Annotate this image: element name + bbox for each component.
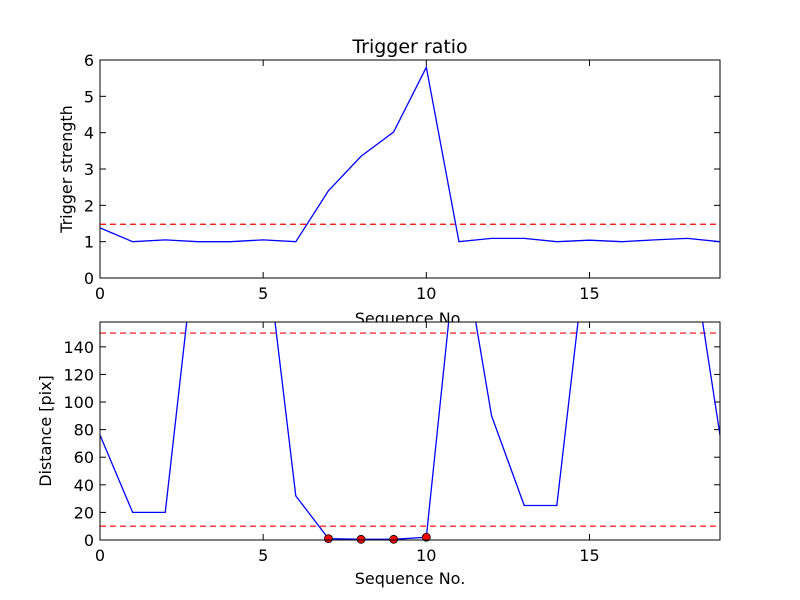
bottom-x-tick-label: 10 [416,546,436,565]
bottom-marker-point [356,534,366,544]
top-y-tick-label: 5 [84,87,94,106]
top-y-tick-label: 3 [84,160,94,179]
top-y-tick-label: 2 [84,196,94,215]
bottom-markers [324,532,431,544]
bottom-plot-area [100,322,720,540]
top-y-tick-label: 6 [84,51,94,70]
bottom-plot-frame [99,321,721,541]
bottom-x-tick-label: 15 [579,546,599,565]
top-x-tick-label: 15 [579,284,599,303]
bottom-y-tick-label: 80 [74,421,94,440]
top-chart-title: Trigger ratio [351,36,467,58]
top-x-tick-label: 0 [95,284,105,303]
bottom-chart: Sequence No. Distance [pix] 0 5 10 15 0 20 40 6… [36,321,721,588]
bottom-y-tick-label: 120 [63,365,94,384]
bottom-ticks: 0 5 10 15 0 20 40 60 80 100 120 140 [63,322,720,565]
bottom-marker-point [421,532,431,542]
bottom-y-tick-label: 0 [84,531,94,550]
top-y-axis-title: Trigger strength [57,105,76,234]
top-series-line [100,65,720,243]
top-ticks: 0 5 10 15 0 1 2 3 4 5 6 [84,51,720,303]
bottom-y-axis-title: Distance [pix] [36,375,55,487]
bottom-x-tick-label: 5 [258,546,268,565]
bottom-y-tick-label: 40 [74,476,94,495]
bottom-x-tick-label: 0 [95,546,105,565]
bottom-series [100,322,720,540]
bottom-marker-point [324,534,333,544]
bottom-y-tick-label: 20 [74,503,94,522]
top-x-tick-label: 10 [416,284,436,303]
top-series [100,65,720,243]
top-y-tick-label: 1 [84,233,94,252]
top-y-tick-label: 4 [84,124,94,143]
bottom-thresholds [100,332,720,527]
top-chart: Trigger ratio Sequence No. Trigger stren… [57,36,721,328]
top-x-tick-label: 5 [258,284,268,303]
top-plot-area [100,60,720,278]
bottom-x-axis-title: Sequence No. [355,569,466,588]
top-plot-frame [99,59,721,279]
bottom-y-tick-label: 100 [63,393,94,412]
bottom-series-line [100,322,720,540]
bottom-y-tick-label: 60 [74,448,94,467]
bottom-y-tick-label: 140 [63,338,94,357]
bottom-marker-point [389,534,399,544]
top-y-tick-label: 0 [84,269,94,288]
